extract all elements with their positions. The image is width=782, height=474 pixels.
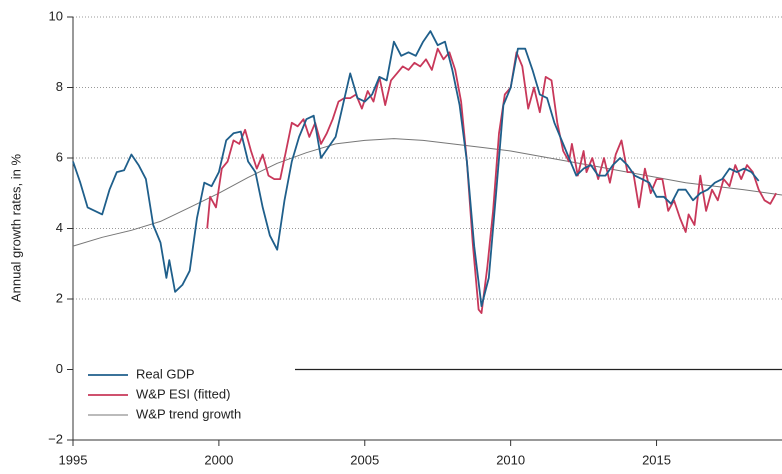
y-tick-label: 8	[56, 79, 63, 94]
y-axis-label: Annual growth rates, in %	[8, 153, 23, 302]
x-tick-label: 1995	[59, 452, 88, 467]
y-tick-label: 10	[49, 8, 63, 23]
legend-label: Real GDP	[136, 366, 195, 381]
series-line	[206, 47, 777, 314]
y-tick-label: 0	[56, 361, 63, 376]
legend-label: W&P trend growth	[136, 406, 241, 421]
y-tick-label: −2	[48, 431, 63, 446]
legend-box	[80, 360, 295, 428]
y-tick-label: 6	[56, 149, 63, 164]
x-tick-label: 2010	[496, 452, 525, 467]
series-line	[72, 30, 760, 307]
x-tick-label: 2000	[204, 452, 233, 467]
x-tick-label: 2005	[350, 452, 379, 467]
series-line	[72, 138, 782, 247]
y-tick-label: 4	[56, 220, 63, 235]
x-tick-label: 2015	[642, 452, 671, 467]
y-tick-label: 2	[56, 290, 63, 305]
legend-label: W&P ESI (fitted)	[136, 386, 230, 401]
